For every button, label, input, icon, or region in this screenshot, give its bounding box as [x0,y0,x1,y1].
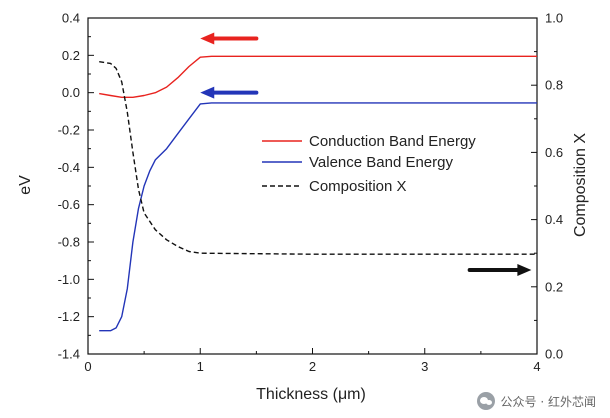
y-tick-label: 0.0 [62,85,80,100]
tick-labels: 0 1 2 3 4 -1.4 -1.2 -1.0 -0.8 -0.6 -0.4 -0.2 0.0 0.2 0… [58,11,563,375]
x-axis-title: Thickness (μm) [256,386,366,403]
legend-label-conduction: Conduction Band Energy [309,133,476,150]
y2-tick-label: 0.0 [545,347,563,362]
y-tick-label: -0.2 [58,123,80,138]
axis-ticks [87,17,538,355]
annotation-arrows [200,32,532,276]
y2-tick-label: 0.6 [545,145,563,160]
valence-band-line [99,102,537,332]
y2-tick-label: 0.4 [545,212,563,227]
wechat-icon [476,392,495,410]
y2-tick-label: 0.8 [545,78,563,93]
red-arrow [200,32,259,45]
x-tick-label: 1 [197,359,204,374]
composition-x-line [99,61,537,255]
y-tick-label: -1.0 [58,272,80,287]
legend-label-composition: Composition X [309,178,407,195]
watermark: 公众号 · 红外芯闻 [476,392,596,410]
watermark-text: 公众号 · 红外芯闻 [500,394,596,409]
y-tick-label: -0.8 [58,235,80,250]
legend: Conduction Band Energy Valence Band Ener… [262,133,476,195]
y-tick-label: -0.4 [58,160,80,175]
x-tick-label: 3 [421,359,428,374]
blue-arrow [200,86,259,99]
x-tick-label: 0 [84,359,91,374]
y2-axis-title: Composition X [572,133,589,237]
y-axis-title: eV [17,175,34,195]
y-tick-label: 0.4 [62,11,80,26]
legend-label-valence: Valence Band Energy [309,154,453,171]
y-tick-label: -1.4 [58,347,80,362]
y-tick-label: -1.2 [58,309,80,324]
black-arrow [467,264,532,276]
y-tick-label: 0.2 [62,48,80,63]
x-tick-label: 4 [533,359,540,374]
series-lines [99,55,537,332]
conduction-band-line [99,55,537,99]
y-tick-label: -0.6 [58,197,80,212]
y2-tick-label: 1.0 [545,11,563,26]
x-tick-label: 2 [309,359,316,374]
y2-tick-label: 0.2 [545,279,563,294]
